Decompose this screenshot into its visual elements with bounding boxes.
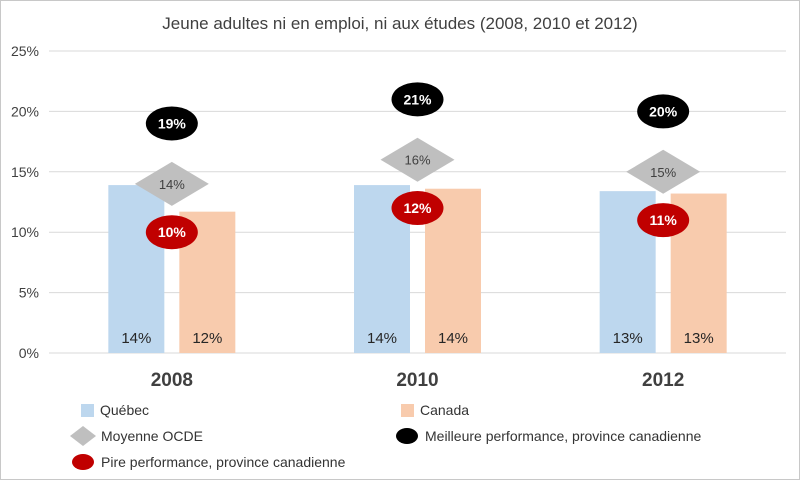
legend-label-ocde: Moyenne OCDE xyxy=(101,428,203,444)
legend-diamond-icon xyxy=(70,426,96,446)
y-axis-ticks: 0% 5% 10% 15% 20% 25% xyxy=(11,43,39,361)
legend-swatch-canada xyxy=(401,403,414,417)
bar-data-label: 14% xyxy=(367,330,397,347)
diamond-data-label: 14% xyxy=(159,177,185,192)
bar-data-label: 13% xyxy=(613,330,643,347)
ellipse-data-label: 10% xyxy=(158,224,187,240)
bar-data-label: 14% xyxy=(438,330,468,347)
legend-item-worst: Pire performance, province canadienne xyxy=(69,451,345,473)
performance-ellipse-marker xyxy=(391,82,444,117)
performance-ellipse-marker xyxy=(637,94,690,129)
performance-ellipse-marker xyxy=(637,203,690,238)
x-tick-label: 2008 xyxy=(151,370,193,391)
bar-data-label: 12% xyxy=(192,330,222,347)
legend-label-quebec: Québec xyxy=(100,402,150,418)
ellipse-data-label: 11% xyxy=(650,212,678,228)
legend-swatch-quebec xyxy=(81,403,94,417)
legend-black-ellipse-icon xyxy=(396,428,418,444)
legend-item-quebec: Québec xyxy=(81,399,149,421)
y-tick-label: 15% xyxy=(11,164,39,180)
ellipse-data-label: 12% xyxy=(403,200,432,216)
performance-ellipse-marker xyxy=(391,191,444,226)
ocde-diamond-marker xyxy=(626,149,701,194)
ellipse-data-label: 21% xyxy=(403,91,432,107)
legend-red-ellipse-icon xyxy=(72,454,94,470)
x-axis-labels: 2008 2010 2012 xyxy=(151,370,685,391)
ellipse-data-label: 19% xyxy=(158,115,187,131)
y-tick-label: 0% xyxy=(19,345,39,361)
legend-label-worst: Pire performance, province canadienne xyxy=(101,454,346,470)
diamond-data-label: 15% xyxy=(650,165,676,180)
bar-data-label: 13% xyxy=(684,330,714,347)
legend-label-canada: Canada xyxy=(420,402,470,418)
legend-label-best: Meilleure performance, province canadien… xyxy=(425,428,702,444)
bar-data-label: 14% xyxy=(121,330,151,347)
legend-item-ocde: Moyenne OCDE xyxy=(69,425,203,447)
ocde-diamond-marker xyxy=(134,161,209,206)
x-tick-label: 2012 xyxy=(642,370,684,391)
y-tick-label: 5% xyxy=(19,285,39,301)
y-tick-label: 20% xyxy=(11,103,39,119)
x-tick-label: 2010 xyxy=(396,370,438,391)
performance-ellipse-marker xyxy=(145,106,198,141)
legend-item-canada: Canada xyxy=(401,399,469,421)
y-tick-label: 25% xyxy=(11,43,39,59)
ocde-diamond-marker xyxy=(380,137,455,182)
performance-ellipse-marker xyxy=(145,215,198,250)
diamond-data-label: 16% xyxy=(404,153,430,168)
markers: 14% 16% 15% 19% 21% 20% 10% 12% 11% xyxy=(134,82,701,250)
legend-item-best: Meilleure performance, province canadien… xyxy=(393,425,701,447)
bar xyxy=(108,185,165,353)
y-tick-label: 10% xyxy=(11,224,39,240)
chart-title: Jeune adultes ni en emploi, ni aux étude… xyxy=(162,14,637,33)
ellipse-data-label: 20% xyxy=(649,103,678,119)
